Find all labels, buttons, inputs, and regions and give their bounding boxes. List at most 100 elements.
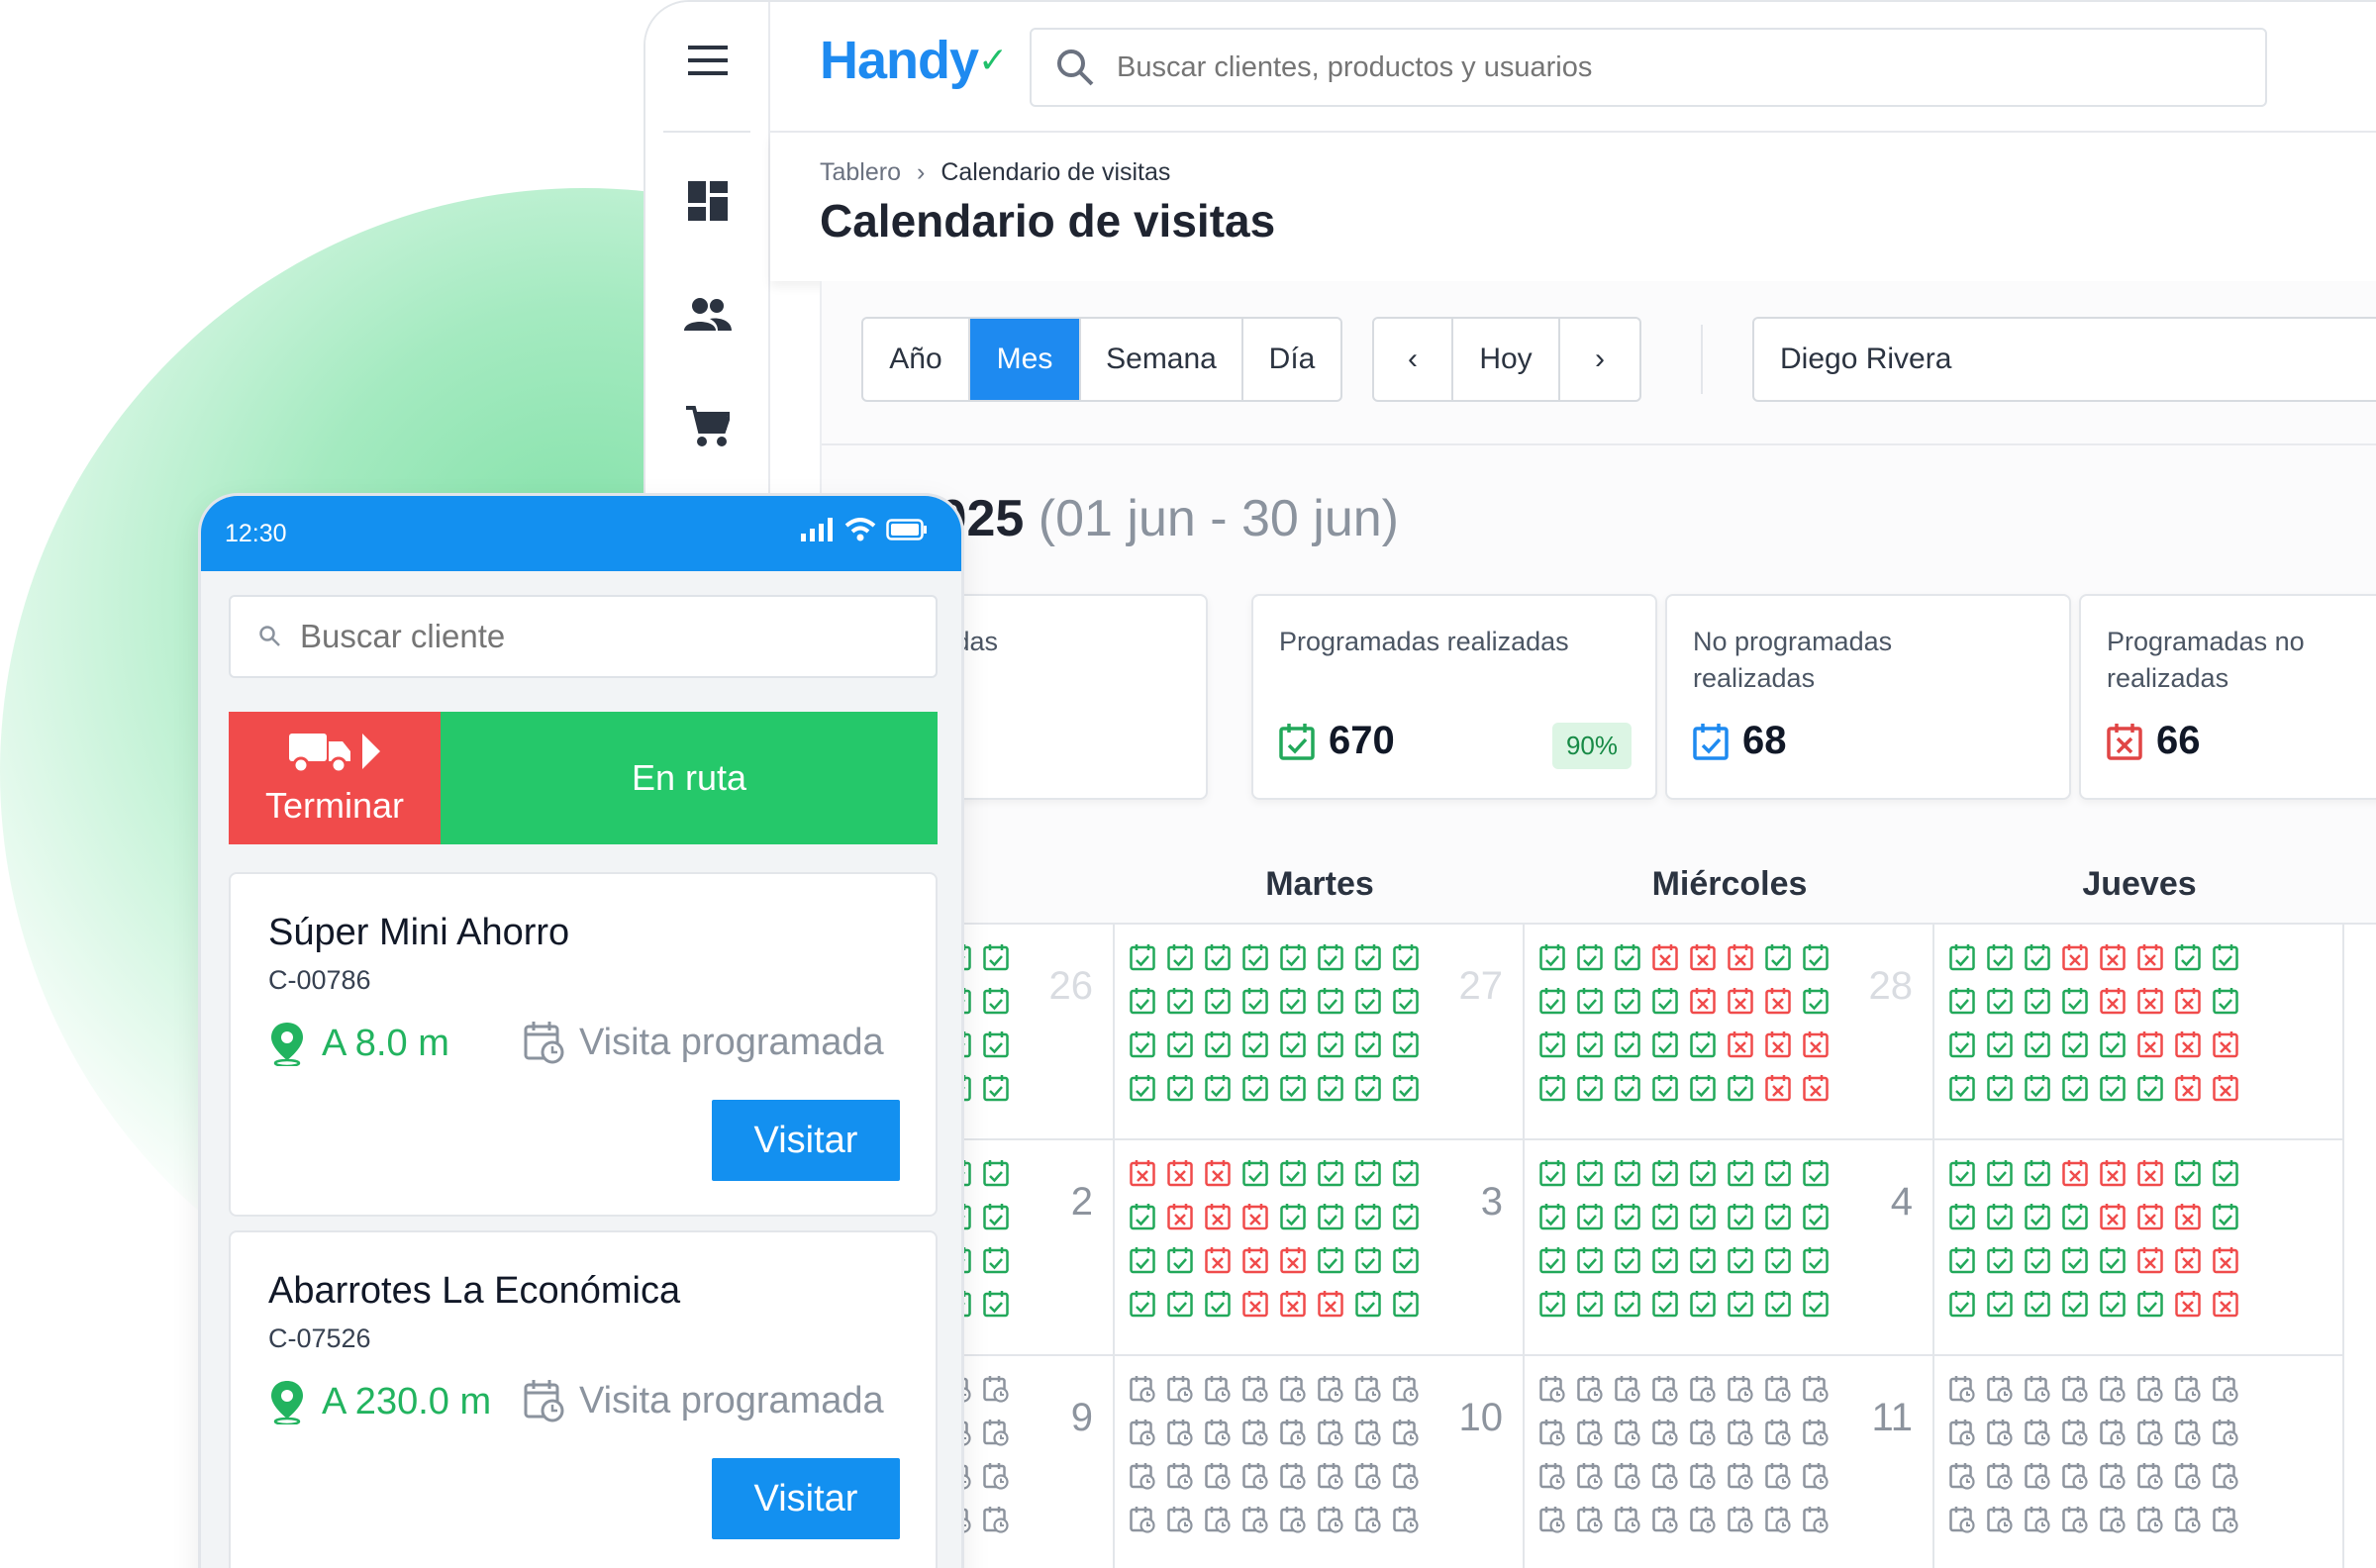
calendar-clock-icon[interactable] <box>1574 1457 1606 1495</box>
calendar-clock-icon[interactable] <box>1536 1370 1568 1408</box>
calendar-check-icon[interactable] <box>1536 1026 1568 1063</box>
client-card[interactable]: Abarrotes La Económica C-07526 A 230.0 m… <box>229 1230 938 1568</box>
calendar-x-icon[interactable] <box>1202 1198 1234 1235</box>
calendar-check-icon[interactable] <box>2172 1154 2204 1192</box>
calendar-clock-icon[interactable] <box>2022 1370 2053 1408</box>
calendar-x-icon[interactable] <box>1239 1198 1271 1235</box>
calendar-day-cell[interactable]: 4 <box>1525 1140 1934 1356</box>
calendar-check-icon[interactable] <box>1762 1285 1794 1323</box>
calendar-clock-icon[interactable] <box>1277 1414 1309 1451</box>
calendar-check-icon[interactable] <box>1277 938 1309 976</box>
calendar-clock-icon[interactable] <box>1239 1414 1271 1451</box>
calendar-clock-icon[interactable] <box>2210 1414 2241 1451</box>
calendar-day-cell[interactable] <box>1934 1356 2344 1568</box>
calendar-clock-icon[interactable] <box>2022 1457 2053 1495</box>
calendar-x-icon[interactable] <box>2134 1241 2166 1279</box>
today-button[interactable]: Hoy <box>1453 319 1560 400</box>
calendar-check-icon[interactable] <box>980 1198 1012 1235</box>
calendar-x-icon[interactable] <box>2210 1285 2241 1323</box>
calendar-check-icon[interactable] <box>1277 1069 1309 1107</box>
calendar-clock-icon[interactable] <box>2059 1414 2091 1451</box>
calendar-check-icon[interactable] <box>1800 1154 1832 1192</box>
calendar-check-icon[interactable] <box>1762 1198 1794 1235</box>
calendar-clock-icon[interactable] <box>1164 1501 1196 1538</box>
calendar-check-icon[interactable] <box>2210 1198 2241 1235</box>
calendar-check-icon[interactable] <box>1687 1241 1719 1279</box>
calendar-clock-icon[interactable] <box>2134 1501 2166 1538</box>
calendar-check-icon[interactable] <box>1612 982 1643 1020</box>
calendar-check-icon[interactable] <box>1649 1154 1681 1192</box>
calendar-check-icon[interactable] <box>1800 938 1832 976</box>
calendar-check-icon[interactable] <box>1352 1154 1384 1192</box>
calendar-clock-icon[interactable] <box>1315 1370 1346 1408</box>
calendar-check-icon[interactable] <box>1946 1285 1978 1323</box>
calendar-check-icon[interactable] <box>2059 1026 2091 1063</box>
calendar-day-cell[interactable]: 10 <box>1115 1356 1525 1568</box>
calendar-check-icon[interactable] <box>2022 1241 2053 1279</box>
calendar-check-icon[interactable] <box>1984 1241 2016 1279</box>
calendar-check-icon[interactable] <box>1649 1069 1681 1107</box>
calendar-check-icon[interactable] <box>2059 1069 2091 1107</box>
calendar-clock-icon[interactable] <box>1277 1370 1309 1408</box>
calendar-x-icon[interactable] <box>1687 982 1719 1020</box>
calendar-clock-icon[interactable] <box>1390 1414 1422 1451</box>
calendar-clock-icon[interactable] <box>1762 1501 1794 1538</box>
calendar-x-icon[interactable] <box>1762 1026 1794 1063</box>
calendar-clock-icon[interactable] <box>2097 1370 2128 1408</box>
calendar-check-icon[interactable] <box>1536 1198 1568 1235</box>
calendar-x-icon[interactable] <box>2059 1154 2091 1192</box>
calendar-check-icon[interactable] <box>980 1285 1012 1323</box>
view-year-button[interactable]: Año <box>863 319 970 400</box>
calendar-check-icon[interactable] <box>2022 1154 2053 1192</box>
calendar-check-icon[interactable] <box>1649 1241 1681 1279</box>
calendar-x-icon[interactable] <box>2134 982 2166 1020</box>
calendar-check-icon[interactable] <box>1536 1154 1568 1192</box>
calendar-check-icon[interactable] <box>1352 1069 1384 1107</box>
calendar-check-icon[interactable] <box>1574 1198 1606 1235</box>
calendar-check-icon[interactable] <box>1612 1069 1643 1107</box>
calendar-check-icon[interactable] <box>1202 1069 1234 1107</box>
calendar-check-icon[interactable] <box>1277 1154 1309 1192</box>
calendar-check-icon[interactable] <box>2022 982 2053 1020</box>
users-icon[interactable] <box>683 289 733 339</box>
calendar-clock-icon[interactable] <box>2134 1370 2166 1408</box>
calendar-check-icon[interactable] <box>1687 1026 1719 1063</box>
calendar-check-icon[interactable] <box>1946 982 1978 1020</box>
calendar-x-icon[interactable] <box>2134 938 2166 976</box>
calendar-clock-icon[interactable] <box>1315 1414 1346 1451</box>
calendar-check-icon[interactable] <box>1984 938 2016 976</box>
calendar-check-icon[interactable] <box>1390 982 1422 1020</box>
calendar-clock-icon[interactable] <box>1725 1414 1756 1451</box>
calendar-check-icon[interactable] <box>1127 1198 1158 1235</box>
calendar-clock-icon[interactable] <box>1239 1370 1271 1408</box>
calendar-clock-icon[interactable] <box>1239 1501 1271 1538</box>
calendar-check-icon[interactable] <box>1277 982 1309 1020</box>
calendar-check-icon[interactable] <box>1984 1285 2016 1323</box>
calendar-check-icon[interactable] <box>980 1241 1012 1279</box>
calendar-clock-icon[interactable] <box>1164 1414 1196 1451</box>
calendar-check-icon[interactable] <box>2022 938 2053 976</box>
calendar-clock-icon[interactable] <box>1612 1501 1643 1538</box>
calendar-x-icon[interactable] <box>1202 1241 1234 1279</box>
calendar-clock-icon[interactable] <box>1984 1501 2016 1538</box>
calendar-check-icon[interactable] <box>1984 982 2016 1020</box>
calendar-check-icon[interactable] <box>1649 982 1681 1020</box>
calendar-x-icon[interactable] <box>1164 1154 1196 1192</box>
calendar-check-icon[interactable] <box>1574 938 1606 976</box>
calendar-clock-icon[interactable] <box>1277 1457 1309 1495</box>
calendar-check-icon[interactable] <box>1352 1285 1384 1323</box>
calendar-check-icon[interactable] <box>1127 1069 1158 1107</box>
calendar-check-icon[interactable] <box>1164 938 1196 976</box>
calendar-x-icon[interactable] <box>2097 1198 2128 1235</box>
calendar-check-icon[interactable] <box>1315 1154 1346 1192</box>
calendar-clock-icon[interactable] <box>1127 1370 1158 1408</box>
calendar-check-icon[interactable] <box>1612 1285 1643 1323</box>
calendar-check-icon[interactable] <box>2097 1241 2128 1279</box>
calendar-clock-icon[interactable] <box>1984 1457 2016 1495</box>
client-card[interactable]: Súper Mini Ahorro C-00786 A 8.0 m Visita… <box>229 872 938 1217</box>
calendar-x-icon[interactable] <box>1762 982 1794 1020</box>
calendar-clock-icon[interactable] <box>2097 1457 2128 1495</box>
calendar-check-icon[interactable] <box>1127 1241 1158 1279</box>
calendar-check-icon[interactable] <box>1687 1198 1719 1235</box>
calendar-check-icon[interactable] <box>1725 1285 1756 1323</box>
